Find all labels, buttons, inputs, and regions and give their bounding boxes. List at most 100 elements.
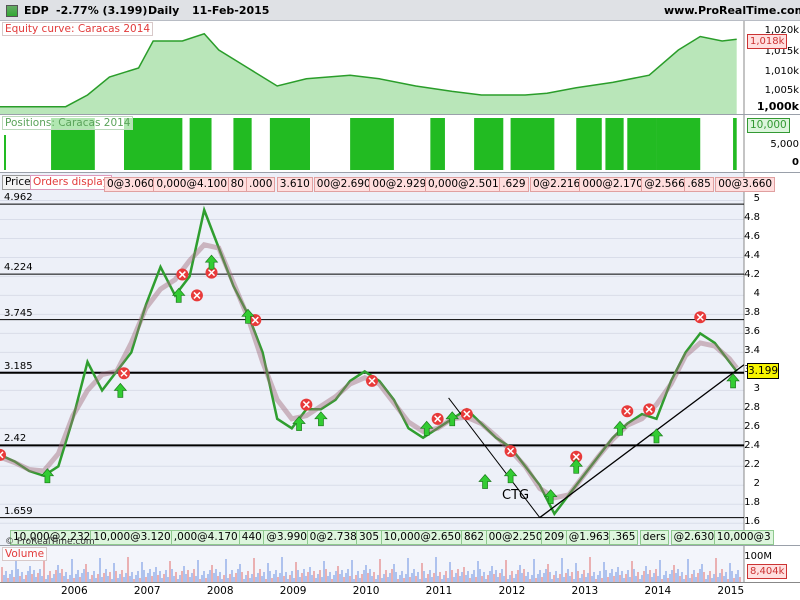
bottom-order-tag: ,000@4.170 — [170, 530, 241, 545]
positions-tick-5000: 5,000 — [770, 139, 799, 150]
chart-type-icon[interactable] — [6, 5, 18, 17]
sell-marker-x — [696, 313, 704, 321]
price-tick: 1.8 — [744, 497, 760, 509]
price-tick: 4.2 — [744, 269, 760, 281]
top-order-tag: 80 — [227, 177, 247, 192]
bottom-order-tag: 10,000@2.232 — [10, 530, 94, 545]
period: Daily — [148, 4, 180, 17]
x-axis-year: 2009 — [279, 585, 307, 597]
price-svg — [0, 173, 745, 545]
equity-area — [0, 33, 737, 114]
top-order-tag: .000 — [246, 177, 276, 192]
x-axis-year: 2007 — [133, 585, 161, 597]
price-tick: 3.6 — [744, 326, 760, 338]
sell-marker-x — [302, 401, 310, 409]
buy-arrow — [292, 416, 306, 431]
equity-tick-1010k: 1,010k — [764, 66, 799, 77]
sell-marker-x — [434, 415, 442, 423]
volume-tick-100m: 100M — [744, 551, 772, 562]
buy-arrow — [314, 411, 328, 427]
x-axis-year: 2012 — [498, 585, 526, 597]
price-tick: 4.6 — [744, 231, 760, 243]
orders-display-tab[interactable]: Orders display — [30, 175, 112, 190]
price-level-label: 3.185 — [4, 360, 33, 372]
buy-arrow — [241, 308, 255, 324]
equity-tick-1000k: 1,000k — [756, 100, 799, 113]
bottom-order-tag: @1.963 — [565, 530, 613, 545]
position-block-small — [4, 135, 6, 170]
x-axis-year: 2015 — [717, 585, 745, 597]
x-axis-year: 2006 — [60, 585, 88, 597]
top-order-tag: 0@3.060 — [104, 177, 158, 192]
x-axis-year: 2013 — [571, 585, 599, 597]
equity-panel: Equity curve: Caracas 2014 1,020k 1,015k… — [0, 21, 800, 115]
price-tick: 3.8 — [744, 307, 760, 319]
top-order-tag: .629 — [499, 177, 529, 192]
buy-arrow — [649, 428, 664, 444]
symbol: EDP — [24, 4, 49, 17]
volume-label[interactable]: Volume — [2, 547, 48, 561]
price-tick: 4.4 — [744, 250, 760, 262]
sell-marker — [0, 448, 6, 461]
x-axis-year: 2011 — [425, 585, 453, 597]
buy-arrow — [171, 287, 186, 303]
bottom-order-tag: 209 — [541, 530, 568, 545]
price-level-label: 4.224 — [4, 262, 33, 274]
bottom-order-tag: @2.630 — [670, 530, 718, 545]
position-block — [576, 118, 602, 170]
price-panel: Price Orders display 0@3.060 0,000@4.100 8… — [0, 173, 800, 546]
price-tick: 2 — [753, 478, 760, 490]
x-axis-year: 2008 — [206, 585, 234, 597]
equity-svg — [0, 21, 745, 114]
sell-marker-x — [623, 407, 631, 415]
top-order-tag: 00@2.690 — [313, 177, 374, 192]
price-level-label: 4.962 — [4, 192, 33, 204]
top-order-tag: 00@3.660 — [715, 177, 776, 192]
top-order-tag: 0@2.216 — [530, 177, 584, 192]
equity-line — [0, 32, 737, 108]
bottom-order-tag: 0@2.738 — [306, 530, 360, 545]
positions-tick-0: 0 — [792, 157, 799, 168]
site-link[interactable]: www.ProRealTime.com — [664, 4, 800, 17]
top-order-tag: .685 — [684, 177, 714, 192]
sell-marker-x — [207, 269, 216, 277]
ctg-annotation-text: CTG — [502, 488, 530, 503]
x-axis-year: 2014 — [644, 585, 672, 597]
sell-marker-x — [645, 405, 653, 413]
price-tick: 5 — [753, 193, 760, 205]
buy-arrow — [613, 420, 627, 436]
buy-arrow — [543, 489, 558, 505]
x-axis: 2006 2007 2008 2009 2010 2011 2012 2013 2014 2015 — [0, 583, 800, 600]
price-tick: 4 — [753, 288, 760, 300]
position-block — [656, 118, 701, 170]
positions-svg — [0, 115, 745, 172]
equity-tick-1005k: 1,005k — [764, 85, 799, 96]
volume-svg — [0, 546, 745, 582]
price-tick: 2.2 — [744, 459, 760, 471]
top-order-tag: 00@2.929 — [369, 177, 430, 192]
buy-arrow — [204, 254, 219, 270]
bottom-order-tag: 10,000@3.120 — [90, 530, 174, 545]
position-block — [605, 118, 624, 170]
top-order-tag: 0,000@4.100 — [153, 177, 231, 192]
sell-marker-x — [193, 291, 201, 299]
top-order-tag: 3.610 — [276, 177, 313, 192]
buy-arrow — [40, 468, 55, 484]
position-block — [627, 118, 657, 170]
title-bar: EDP -2.77% (3.199) Daily 11-Feb-2015 www… — [0, 0, 800, 21]
price-tick: 2.8 — [744, 402, 760, 414]
equity-label[interactable]: Equity curve: Caracas 2014 — [2, 22, 154, 36]
positions-label[interactable]: Positions: Caracas 2014 — [2, 116, 134, 130]
position-block — [733, 118, 737, 170]
bottom-order-tag: .365 — [609, 530, 639, 545]
buy-arrow — [419, 420, 434, 436]
price-tick: 2.4 — [744, 440, 760, 452]
bottom-order-tag: 305 — [356, 530, 383, 545]
equity-tick-1015k: 1,015k — [764, 46, 799, 57]
price-tab[interactable]: Price — [2, 175, 34, 190]
price-tick: 2.6 — [744, 421, 760, 433]
price-tick: 3.4 — [744, 345, 760, 357]
buy-arrow — [569, 458, 583, 474]
sell-marker-x — [463, 410, 471, 418]
sell-marker-x — [178, 271, 186, 279]
